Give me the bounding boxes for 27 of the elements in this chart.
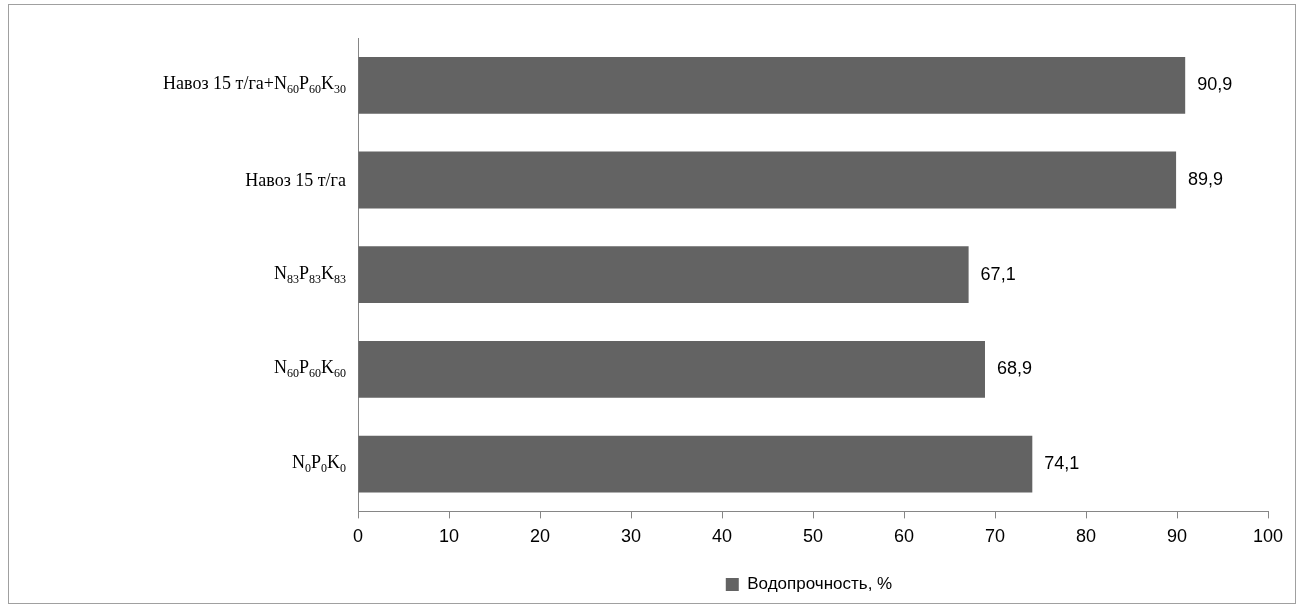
bar	[358, 435, 1033, 493]
x-tick-label: 0	[352, 526, 364, 547]
data-label: 67,1	[980, 263, 1016, 284]
x-tick-label: 60	[893, 526, 915, 547]
x-tick-label: 50	[802, 526, 824, 547]
data-label: 68,9	[996, 358, 1033, 379]
x-tick-label: 100	[1252, 526, 1284, 547]
bar	[358, 56, 1186, 114]
y-tick-label: N$_{60}$P$_{60}$K$_{60}$	[273, 357, 346, 382]
x-tick-label: 20	[529, 526, 551, 547]
x-tick-label: 30	[620, 526, 642, 547]
x-tick-label: 10	[438, 526, 460, 547]
data-label: 89,9	[1188, 168, 1224, 189]
data-label: 90,9	[1197, 74, 1233, 95]
bar	[358, 246, 969, 304]
y-tick-label: Навоз 15 т/га	[245, 169, 346, 191]
y-tick-label: Навоз 15 т/га+N$_{60}$P$_{60}$K$_{30}$	[163, 73, 346, 98]
bar	[358, 151, 1177, 209]
data-label: 74,1	[1044, 453, 1080, 474]
x-tick-label: 40	[711, 526, 733, 547]
x-tick-label: 70	[984, 526, 1006, 547]
y-tick-label: N$_{0}$P$_{0}$K$_{0}$	[291, 451, 346, 477]
y-tick-label: N$_{83}$P$_{83}$K$_{83}$	[273, 262, 346, 287]
legend-label: Водопрочность, %	[747, 574, 893, 594]
x-tick-label: 80	[1075, 526, 1097, 547]
bar	[358, 340, 985, 398]
x-tick-label: 90	[1166, 526, 1188, 547]
